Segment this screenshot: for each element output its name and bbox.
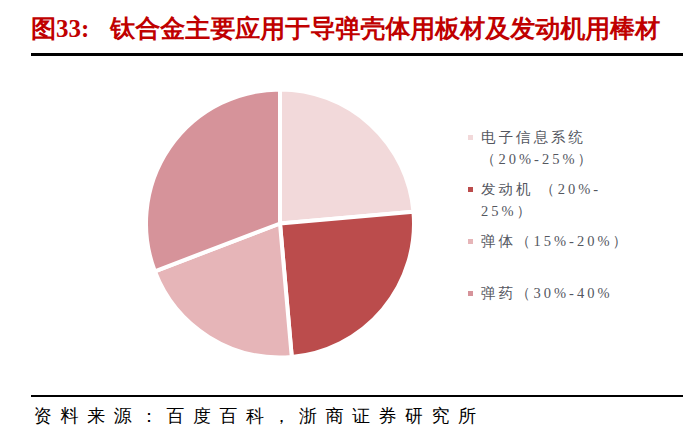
legend-label: 弹药（30%-40%	[481, 282, 613, 304]
figure-panel: 图33:钛合金主要应用于导弹壳体用板材及发动机用棒材 电子信息系统（20%-25…	[0, 0, 689, 445]
legend-item-3: 弹药（30%-40%	[468, 282, 688, 334]
source-note: 资料来源：百度百科，浙商证券研究所	[34, 404, 485, 428]
source-text: 百度百科，浙商证券研究所	[167, 406, 485, 426]
source-divider-line	[31, 395, 683, 397]
legend-item-0: 电子信息系统（20%-25%）	[468, 126, 688, 178]
legend-item-1: 发动机 （20%-25%）	[468, 178, 688, 230]
legend-label-line: 弹药（30%-40%	[481, 282, 613, 304]
legend-marker	[468, 291, 473, 296]
legend-label-line: （20%-25%）	[481, 148, 595, 170]
legend-label: 弹体（15%-20%）	[481, 230, 630, 252]
pie-slice-0	[280, 90, 413, 224]
legend-marker	[468, 239, 473, 244]
legend-label: 发动机 （20%-25%）	[481, 178, 601, 222]
legend-marker	[468, 135, 473, 140]
legend-label-line: 电子信息系统	[481, 126, 595, 148]
legend-label-line: 弹体（15%-20%）	[481, 230, 630, 252]
legend-label-line: 发动机 （20%-	[481, 178, 601, 200]
legend-item-2: 弹体（15%-20%）	[468, 230, 688, 282]
legend-marker	[468, 187, 473, 192]
legend-label-line: 25%）	[481, 200, 601, 222]
pie-slice-1	[280, 212, 414, 357]
source-label: 资料来源：	[34, 406, 167, 426]
chart-legend: 电子信息系统（20%-25%） 发动机 （20%-25%） 弹体（15%-20%） 弹…	[468, 126, 688, 334]
legend-label: 电子信息系统（20%-25%）	[481, 126, 595, 170]
